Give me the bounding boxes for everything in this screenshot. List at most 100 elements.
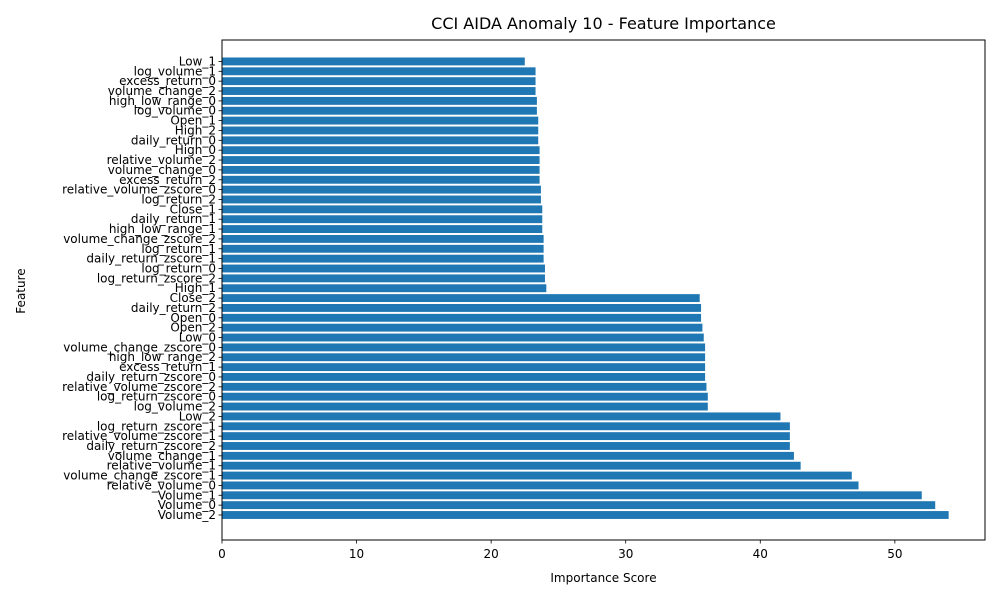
chart-title: CCI AIDA Anomaly 10 - Feature Importance (431, 14, 776, 33)
y-tick-label: excess_return_1 (119, 360, 216, 374)
bar-daily_return_zscore_0 (222, 373, 706, 381)
bar-high_low_range_2 (222, 353, 706, 362)
y-tick-label: log_return_zscore_0 (97, 390, 216, 404)
y-tick-label: volume_change_zscore_0 (63, 340, 216, 354)
y-tick-label: log_return_zscore_2 (97, 271, 216, 285)
y-tick-label: log_return_zscore_1 (97, 419, 216, 433)
y-tick-label: log_return_0 (141, 262, 216, 276)
x-tick-label: 10 (349, 547, 364, 561)
y-tick-label: Open_0 (170, 311, 216, 325)
bar-relative_volume_1 (222, 461, 801, 470)
bar-volume_change_zscore_0 (222, 343, 706, 352)
y-tick-label: high_low_range_1 (109, 222, 216, 236)
bar-log_return_zscore_2 (222, 274, 545, 283)
bar-relative_volume_zscore_2 (222, 382, 707, 391)
bar-excess_return_1 (222, 363, 706, 372)
bar-log_return_1 (222, 244, 544, 253)
y-tick-group: Low_1log_volume_1excess_return_0volume_c… (62, 54, 222, 522)
bar-log_volume_1 (222, 67, 536, 76)
bar-daily_return_0 (222, 136, 539, 145)
bar-high_low_range_0 (222, 96, 537, 105)
y-tick-label: daily_return_zscore_0 (86, 370, 216, 384)
bar-log_return_zscore_0 (222, 392, 708, 401)
bar-volume_change_1 (222, 451, 794, 460)
y-tick-label: relative_volume_2 (107, 153, 216, 167)
y-tick-label: volume_change_2 (108, 84, 216, 98)
y-tick-label: excess_return_0 (119, 74, 216, 88)
y-tick-label: relative_volume_zscore_1 (62, 429, 216, 443)
x-tick-group: 0 10 20 30 40 50 (218, 540, 902, 561)
y-tick-label: excess_return_2 (119, 173, 216, 187)
bar-volume_change_zscore_1 (222, 471, 852, 480)
bar-log_volume_2 (222, 402, 708, 411)
y-tick-label: volume_change_zscore_1 (63, 469, 216, 483)
x-tick-label: 0 (218, 547, 226, 561)
y-tick-label: daily_return_zscore_2 (86, 439, 216, 453)
y-tick-label: relative_volume_zscore_2 (62, 380, 216, 394)
y-tick-label: volume_change_zscore_2 (63, 232, 216, 246)
bar-log_volume_0 (222, 106, 537, 115)
bar-High_1 (222, 284, 547, 293)
y-tick-label: Open_1 (170, 114, 216, 128)
y-tick-label: volume_change_1 (108, 449, 216, 463)
y-tick-label: relative_volume_zscore_0 (62, 183, 216, 197)
y-tick-label: Volume_0 (158, 498, 216, 512)
bar-volume_change_zscore_2 (222, 234, 544, 243)
y-tick-label: High_0 (175, 143, 216, 157)
bar-High_2 (222, 126, 539, 135)
bars-group (222, 57, 949, 519)
bar-excess_return_0 (222, 77, 536, 86)
y-tick-label: daily_return_zscore_1 (86, 252, 216, 266)
bar-Open_1 (222, 116, 539, 125)
y-tick-label: Volume_2 (158, 508, 216, 522)
bar-Low_0 (222, 333, 704, 342)
bar-relative_volume_0 (222, 481, 859, 490)
y-tick-label: relative_volume_0 (107, 478, 216, 492)
y-tick-label: Volume_1 (158, 488, 216, 502)
bar-high_low_range_1 (222, 225, 543, 234)
bar-relative_volume_zscore_1 (222, 432, 790, 441)
bar-volume_change_0 (222, 165, 540, 174)
bar-relative_volume_zscore_0 (222, 185, 541, 194)
bar-Open_2 (222, 323, 703, 332)
bar-relative_volume_2 (222, 156, 540, 164)
y-axis-title: Feature (14, 268, 28, 313)
bar-Close_2 (222, 294, 700, 303)
y-tick-label: high_low_range_0 (109, 94, 216, 108)
y-tick-label: Open_2 (170, 321, 216, 335)
y-tick-label: log_return_2 (141, 192, 216, 206)
x-tick-label: 40 (753, 547, 768, 561)
y-tick-label: daily_return_1 (131, 212, 216, 226)
y-tick-label: Low_2 (179, 409, 216, 423)
y-tick-label: volume_change_0 (108, 163, 216, 177)
bar-log_return_2 (222, 195, 541, 204)
bar-Low_1 (222, 57, 525, 66)
y-tick-label: high_low_range_2 (109, 350, 216, 364)
y-tick-label: log_volume_0 (134, 104, 216, 118)
y-tick-label: log_volume_2 (134, 400, 216, 414)
bar-daily_return_zscore_1 (222, 254, 544, 263)
x-tick-label: 30 (618, 547, 633, 561)
bar-daily_return_2 (222, 303, 702, 312)
bar-Close_1 (222, 205, 543, 214)
bar-daily_return_zscore_2 (222, 442, 790, 450)
y-tick-label: High_1 (175, 281, 216, 295)
plot-frame (221, 39, 986, 541)
y-tick-label: Close_1 (170, 202, 216, 216)
y-tick-label: Low_1 (179, 54, 216, 68)
bar-volume_change_2 (222, 87, 536, 95)
x-tick-label: 50 (887, 547, 902, 561)
x-axis-title: Importance Score (550, 571, 656, 585)
bar-Volume_2 (222, 511, 949, 519)
bar-Volume_0 (222, 501, 936, 510)
bar-log_return_0 (222, 264, 545, 273)
y-tick-label: log_return_1 (141, 242, 216, 256)
y-tick-label: Close_2 (170, 291, 216, 305)
bar-Low_2 (222, 412, 781, 421)
y-tick-label: log_volume_1 (134, 64, 216, 78)
y-tick-label: daily_return_2 (131, 301, 216, 315)
bar-Open_0 (222, 313, 702, 322)
bar-daily_return_1 (222, 215, 543, 224)
